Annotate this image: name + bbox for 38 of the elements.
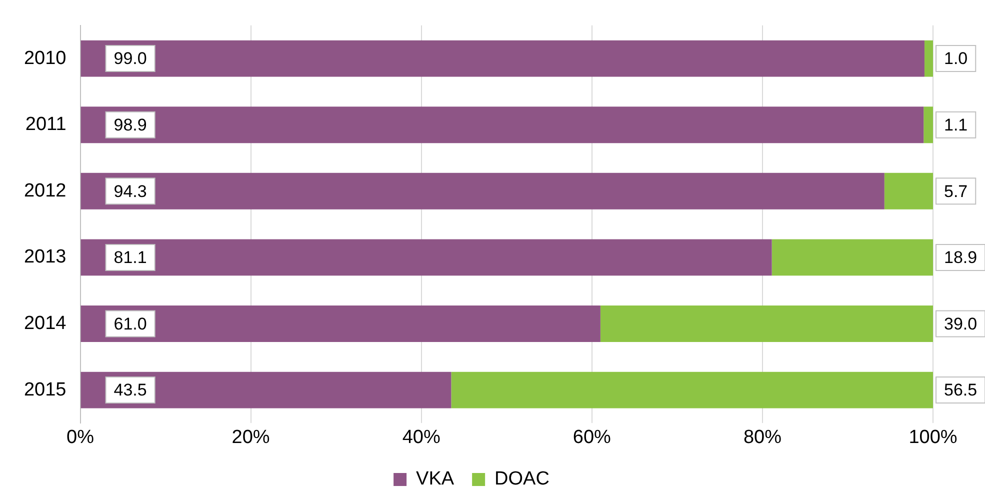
x-tick-label: 60% — [572, 426, 612, 448]
bar — [80, 172, 884, 210]
data-label: 56.5 — [944, 380, 978, 400]
y-tick-label: 2010 — [24, 48, 66, 69]
bar — [80, 239, 772, 276]
x-tick-label: 20% — [232, 426, 270, 448]
data-label: 1.0 — [944, 49, 968, 68]
data-label: 5.7 — [944, 182, 968, 201]
bar — [80, 106, 924, 144]
bar — [80, 40, 924, 77]
data-label: 98.9 — [114, 116, 147, 135]
bar — [924, 106, 933, 144]
x-tick-label: 0% — [66, 426, 94, 448]
legend-label: VKA — [416, 468, 454, 490]
bar — [772, 239, 933, 276]
y-tick-label: 2012 — [24, 180, 66, 202]
bar — [600, 306, 933, 342]
data-label: 61.0 — [114, 314, 147, 334]
x-tick-label: 40% — [402, 426, 440, 448]
bar — [451, 372, 933, 408]
y-tick-label: 2015 — [24, 379, 66, 400]
data-label: 99.0 — [114, 49, 147, 68]
bar — [924, 40, 933, 77]
x-tick-label: 100% — [908, 426, 958, 448]
data-label: 81.1 — [114, 248, 147, 268]
y-tick-label: 2013 — [24, 246, 66, 268]
data-label: 18.9 — [944, 248, 978, 268]
y-tick-label: 2011 — [25, 114, 66, 136]
bar — [884, 172, 933, 210]
bar — [80, 372, 452, 408]
x-tick-label: 80% — [743, 426, 782, 448]
data-label: 94.3 — [114, 182, 147, 201]
y-tick-label: 2014 — [24, 312, 67, 334]
data-label: 39.0 — [944, 314, 978, 334]
legend-label: DOAC — [494, 468, 550, 490]
bar — [80, 306, 600, 342]
data-label: 1.1 — [944, 116, 968, 135]
data-label: 43.5 — [114, 380, 147, 400]
